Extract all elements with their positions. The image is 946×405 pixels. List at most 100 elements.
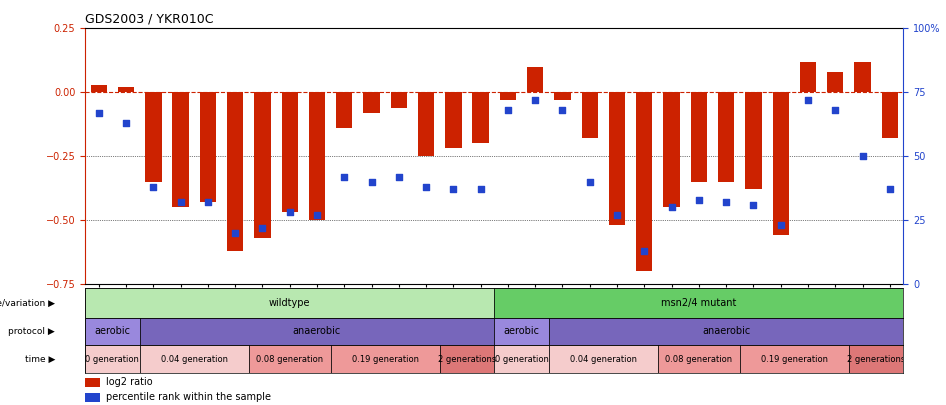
Bar — [308, 92, 325, 220]
Bar — [740, 345, 849, 373]
Bar — [691, 92, 707, 182]
Text: 0.08 generation: 0.08 generation — [256, 354, 324, 364]
Text: 0.04 generation: 0.04 generation — [161, 354, 228, 364]
Bar — [827, 72, 844, 92]
Text: wildtype: wildtype — [269, 298, 310, 308]
Bar — [85, 393, 100, 401]
Bar — [799, 62, 816, 92]
Bar — [118, 87, 134, 92]
Point — [637, 247, 652, 254]
Point — [392, 173, 407, 180]
Bar — [663, 92, 680, 207]
Bar — [527, 67, 543, 92]
Point — [418, 183, 433, 190]
Bar — [494, 318, 549, 345]
Bar — [254, 92, 271, 238]
Point — [555, 107, 570, 113]
Text: 0.08 generation: 0.08 generation — [665, 354, 732, 364]
Bar — [85, 378, 100, 386]
Bar — [140, 318, 494, 345]
Text: genotype/variation ▶: genotype/variation ▶ — [0, 298, 55, 307]
Point — [446, 186, 461, 193]
Point — [173, 199, 188, 205]
Point — [473, 186, 488, 193]
Text: GDS2003 / YKR010C: GDS2003 / YKR010C — [85, 13, 214, 26]
Point — [254, 224, 270, 231]
Bar — [85, 318, 140, 345]
Text: 0.04 generation: 0.04 generation — [569, 354, 637, 364]
Bar — [391, 92, 407, 108]
Text: msn2/4 mutant: msn2/4 mutant — [661, 298, 737, 308]
Bar — [609, 92, 625, 225]
Point — [582, 179, 597, 185]
Point — [228, 230, 243, 236]
Bar — [636, 92, 653, 271]
Bar — [582, 92, 598, 138]
Bar — [85, 288, 494, 318]
Text: time ▶: time ▶ — [25, 354, 55, 364]
Bar — [227, 92, 243, 251]
Point — [118, 120, 133, 126]
Point — [364, 179, 379, 185]
Point — [91, 109, 106, 116]
Bar — [849, 345, 903, 373]
Text: aerobic: aerobic — [503, 326, 539, 337]
Bar — [336, 92, 353, 128]
Bar — [718, 92, 734, 182]
Bar — [499, 92, 517, 100]
Bar — [554, 92, 570, 100]
Bar — [249, 345, 331, 373]
Point — [664, 204, 679, 211]
Text: 0.19 generation: 0.19 generation — [761, 354, 828, 364]
Point — [745, 201, 761, 208]
Point — [337, 173, 352, 180]
Point — [528, 97, 543, 103]
Bar — [472, 92, 489, 143]
Bar — [145, 92, 162, 182]
Bar — [854, 62, 870, 92]
Bar — [200, 92, 216, 202]
Text: anaerobic: anaerobic — [702, 326, 750, 337]
Point — [609, 212, 624, 218]
Point — [201, 199, 216, 205]
Bar — [882, 92, 898, 138]
Bar — [85, 345, 140, 373]
Point — [282, 209, 297, 215]
Point — [800, 97, 815, 103]
Text: protocol ▶: protocol ▶ — [9, 327, 55, 336]
Bar — [140, 345, 249, 373]
Point — [309, 212, 324, 218]
Bar — [446, 92, 462, 149]
Bar — [773, 92, 789, 235]
Text: 2 generations: 2 generations — [847, 354, 905, 364]
Bar — [172, 92, 189, 207]
Bar — [549, 345, 658, 373]
Point — [146, 183, 161, 190]
Bar — [494, 345, 549, 373]
Point — [855, 153, 870, 160]
Text: 2 generations: 2 generations — [438, 354, 496, 364]
Point — [828, 107, 843, 113]
Text: 0 generation: 0 generation — [85, 354, 139, 364]
Bar — [549, 318, 903, 345]
Point — [692, 196, 707, 203]
Text: 0.19 generation: 0.19 generation — [352, 354, 419, 364]
Bar — [657, 345, 740, 373]
Bar — [331, 345, 440, 373]
Text: log2 ratio: log2 ratio — [106, 377, 152, 387]
Text: anaerobic: anaerobic — [293, 326, 342, 337]
Point — [500, 107, 516, 113]
Text: aerobic: aerobic — [95, 326, 131, 337]
Point — [719, 199, 734, 205]
Bar — [363, 92, 379, 113]
Bar — [494, 288, 903, 318]
Text: percentile rank within the sample: percentile rank within the sample — [106, 392, 271, 402]
Bar — [282, 92, 298, 212]
Bar — [440, 345, 494, 373]
Text: 0 generation: 0 generation — [495, 354, 549, 364]
Point — [773, 222, 788, 228]
Bar — [418, 92, 434, 156]
Point — [883, 186, 898, 193]
Bar — [91, 85, 107, 92]
Bar — [745, 92, 762, 190]
